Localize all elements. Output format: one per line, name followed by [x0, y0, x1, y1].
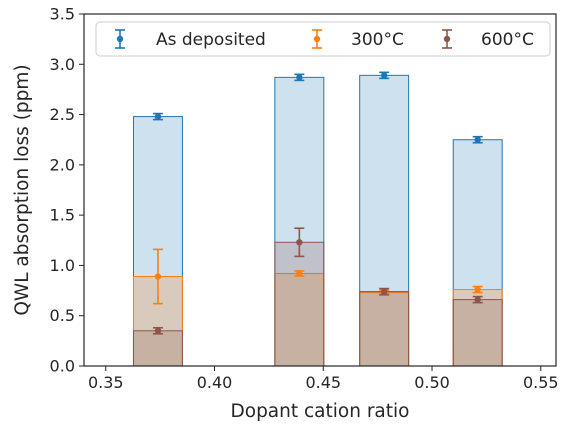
x-tick-label-1: 0.40 — [197, 373, 233, 392]
bar-series-2-0 — [132, 330, 183, 367]
x-tick-label-0: 0.35 — [88, 373, 124, 392]
data-point-1-0 — [154, 273, 162, 280]
data-point-0-3 — [474, 136, 481, 143]
bars-layer — [132, 74, 503, 367]
data-point-2-2 — [380, 288, 388, 295]
data-point-2-3 — [474, 296, 481, 303]
legend-handle-marker-2 — [443, 35, 451, 43]
legend-box — [95, 21, 551, 57]
y-tick-label-4: 2.0 — [50, 155, 75, 174]
x-tick-label-2: 0.45 — [305, 373, 341, 392]
legend-label-0: As deposited — [156, 30, 266, 50]
errorbars-layer — [152, 71, 483, 335]
data-point-0-1 — [296, 74, 303, 81]
bar-series-2-1 — [274, 241, 325, 367]
bar-series-0-1 — [274, 76, 325, 367]
legend-handle-marker-0 — [116, 35, 124, 43]
plot-frame — [83, 13, 557, 367]
y-tick-label-2: 1.0 — [50, 256, 75, 275]
y-tick-label-5: 2.5 — [50, 105, 75, 124]
y-axis-label: QWL absorption loss (ppm) — [12, 64, 33, 315]
bar-series-2-3 — [452, 299, 503, 367]
y-tick-label-0: 0.0 — [50, 357, 75, 376]
y-tick-label-1: 0.5 — [50, 306, 75, 325]
bar-series-2-2 — [359, 291, 410, 367]
data-point-1-1 — [296, 270, 303, 277]
y-axis-ticks: 0.0 0.5 1.0 1.5 2.0 2.5 3.0 3.5 — [50, 5, 84, 376]
data-point-0-2 — [380, 72, 388, 79]
y-tick-label-6: 3.0 — [50, 55, 75, 74]
x-tick-label-4: 0.55 — [523, 373, 559, 392]
bar-series-0-0 — [132, 116, 183, 367]
data-point-2-1 — [296, 239, 303, 246]
legend-label-2: 600°C — [481, 30, 534, 50]
legend-label-1: 300°C — [351, 30, 404, 50]
x-axis-label: Dopant cation ratio — [231, 401, 410, 422]
y-tick-label-3: 1.5 — [50, 206, 75, 225]
y-tick-label-7: 3.5 — [50, 5, 75, 24]
data-point-2-0 — [154, 327, 162, 334]
legend-handle-marker-1 — [313, 35, 321, 43]
data-point-0-0 — [154, 113, 162, 120]
legend: As deposited 300°C 600°C — [95, 21, 551, 57]
x-tick-label-3: 0.50 — [414, 373, 450, 392]
data-point-1-3 — [474, 286, 481, 293]
bar-series-0-3 — [452, 139, 503, 367]
x-axis-ticks: 0.35 0.40 0.45 0.50 0.55 — [88, 366, 559, 392]
